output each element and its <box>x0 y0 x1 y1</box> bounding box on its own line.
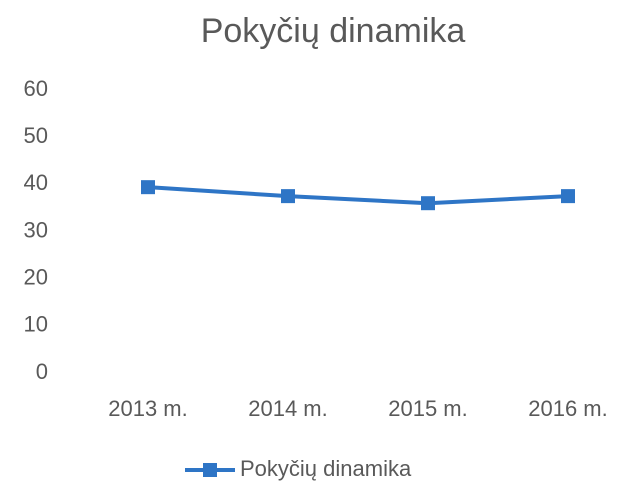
x-tick-label: 2015 m. <box>388 396 468 421</box>
marker <box>421 196 435 211</box>
legend-label: Pokyčių dinamika <box>240 456 412 481</box>
y-tick-label: 30 <box>24 217 48 242</box>
y-tick-label: 20 <box>24 264 48 289</box>
x-tick-label: 2013 m. <box>108 396 188 421</box>
x-tick-label: 2016 m. <box>528 396 608 421</box>
series-line <box>147 185 569 206</box>
y-tick-label: 40 <box>24 170 48 195</box>
marker <box>281 189 295 204</box>
legend-marker <box>203 463 217 477</box>
marker <box>561 189 575 204</box>
y-tick-label: 0 <box>36 359 48 384</box>
x-tick-label: 2014 m. <box>248 396 328 421</box>
y-tick-label: 50 <box>24 123 48 148</box>
marker <box>141 180 155 195</box>
chart-title: Pokyčių dinamika <box>201 12 466 50</box>
y-tick-label: 60 <box>24 76 48 101</box>
y-tick-label: 10 <box>24 312 48 337</box>
